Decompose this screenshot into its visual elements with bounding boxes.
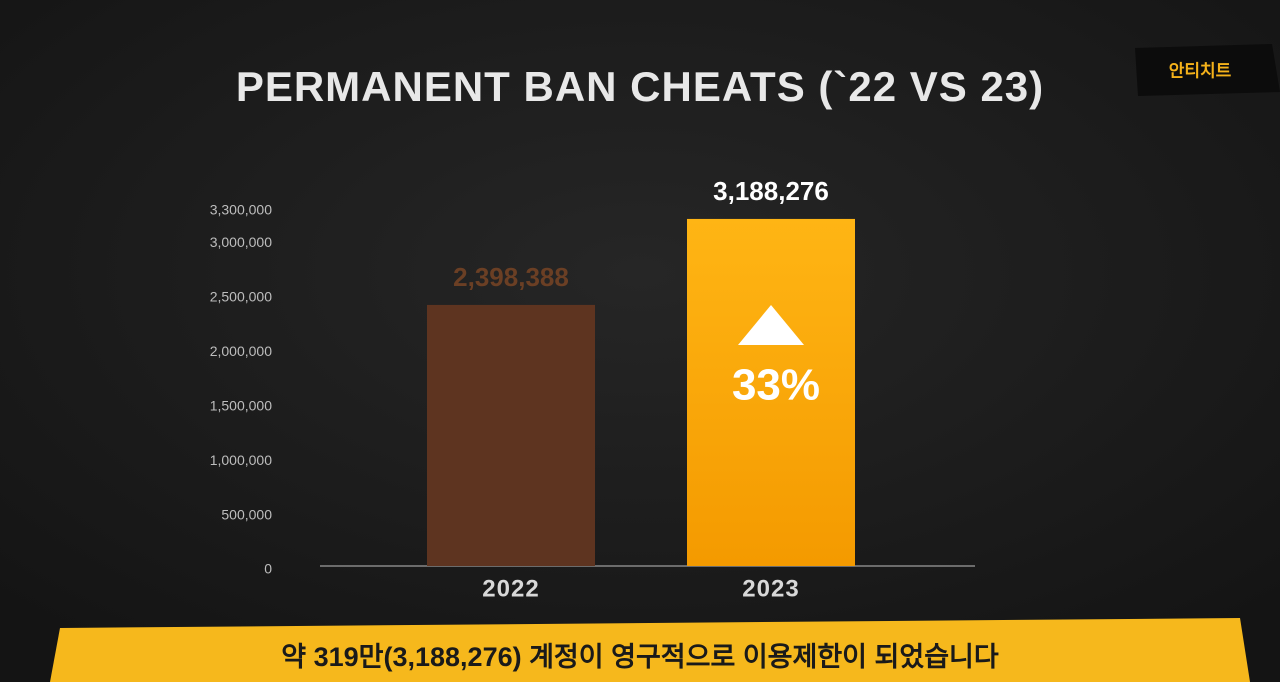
y-tick-label: 1,500,000 <box>210 397 272 413</box>
up-arrow <box>738 305 804 345</box>
y-tick-label: 2,500,000 <box>210 289 272 305</box>
badge: 안티치트 <box>1169 61 1232 80</box>
badge-bg <box>1135 44 1280 96</box>
y-tick-label: 2,000,000 <box>210 343 272 359</box>
annotation: 33% <box>732 361 820 410</box>
value-label: 2,398,388 <box>453 262 569 292</box>
y-tick-label: 1,000,000 <box>210 452 272 468</box>
bar <box>687 218 855 566</box>
caption-band <box>50 618 1250 682</box>
chart-title: PERMANENT BAN CHEATS (`22 VS 23) <box>236 63 1044 110</box>
y-tick-label: 0 <box>264 561 272 577</box>
x-tick-label: 2023 <box>742 575 799 602</box>
y-tick-label: 3,300,000 <box>210 201 272 217</box>
y-tick-label: 3,000,000 <box>210 234 272 250</box>
value-label: 3,188,276 <box>713 176 829 206</box>
y-tick-label: 500,000 <box>221 506 272 522</box>
bar <box>427 304 595 566</box>
caption: 약 319만(3,188,276) 계정이 영구적으로 이용제한이 되었습니다 <box>281 642 999 672</box>
x-tick-label: 2022 <box>482 575 539 602</box>
